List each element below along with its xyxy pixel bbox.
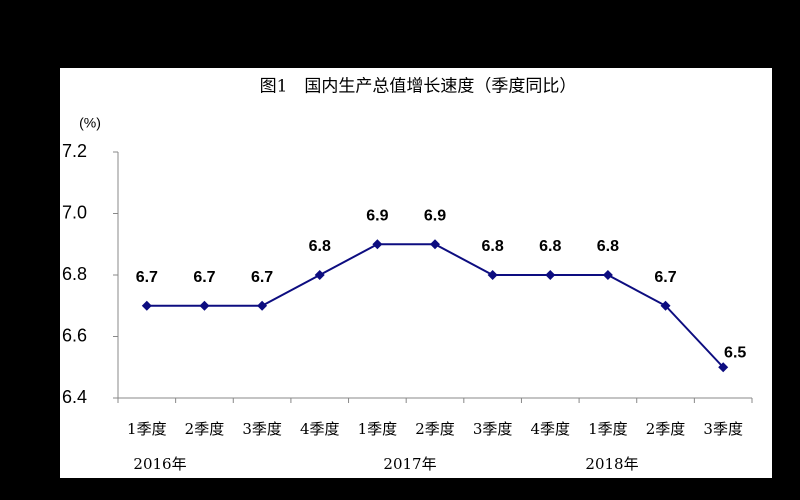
y-tick-label: 6.6 xyxy=(62,325,87,345)
data-label: 6.7 xyxy=(193,269,215,286)
chart-title: 图1 国内生产总值增长速度（季度同比） xyxy=(260,77,577,97)
x-tick-label: 4季度 xyxy=(300,420,340,438)
data-label: 6.8 xyxy=(539,238,561,255)
year-label: 2018年 xyxy=(585,455,638,473)
x-tick-label: 1季度 xyxy=(127,420,167,438)
marker xyxy=(430,239,440,250)
data-label: 6.8 xyxy=(309,238,331,255)
data-label: 6.9 xyxy=(366,207,388,224)
x-tick-label: 3季度 xyxy=(242,420,282,438)
data-label: 6.9 xyxy=(424,207,446,224)
x-tick-label: 1季度 xyxy=(358,420,398,438)
year-label: 2017年 xyxy=(383,455,436,473)
marker xyxy=(545,270,556,280)
data-label: 6.7 xyxy=(136,269,158,286)
y-tick-label: 6.4 xyxy=(62,387,87,407)
y-tick-label: 7.2 xyxy=(62,141,87,161)
data-label: 6.5 xyxy=(724,344,746,361)
marker xyxy=(314,270,325,280)
data-label: 6.8 xyxy=(482,238,504,255)
marker xyxy=(487,270,498,280)
chart-area xyxy=(60,68,772,478)
y-tick-label: 7.0 xyxy=(62,202,87,222)
x-tick-label: 2季度 xyxy=(415,420,455,438)
marker xyxy=(718,362,729,373)
data-label: 6.7 xyxy=(251,269,273,286)
x-tick-label: 2季度 xyxy=(185,420,225,438)
marker xyxy=(372,239,383,250)
x-tick-label: 3季度 xyxy=(703,420,743,438)
x-tick-label: 1季度 xyxy=(588,420,628,438)
y-tick-label: 6.8 xyxy=(62,264,87,284)
marker xyxy=(257,300,268,311)
x-tick-label: 3季度 xyxy=(473,420,513,438)
marker xyxy=(660,300,671,311)
x-tick-label: 2季度 xyxy=(646,420,686,438)
data-label: 6.8 xyxy=(597,238,619,255)
data-label: 6.7 xyxy=(654,269,676,286)
marker xyxy=(141,300,152,311)
marker xyxy=(602,270,613,280)
marker xyxy=(199,300,210,311)
year-label: 2016年 xyxy=(133,455,186,473)
y-axis-label: (%) xyxy=(79,115,101,131)
x-tick-label: 4季度 xyxy=(530,420,570,438)
